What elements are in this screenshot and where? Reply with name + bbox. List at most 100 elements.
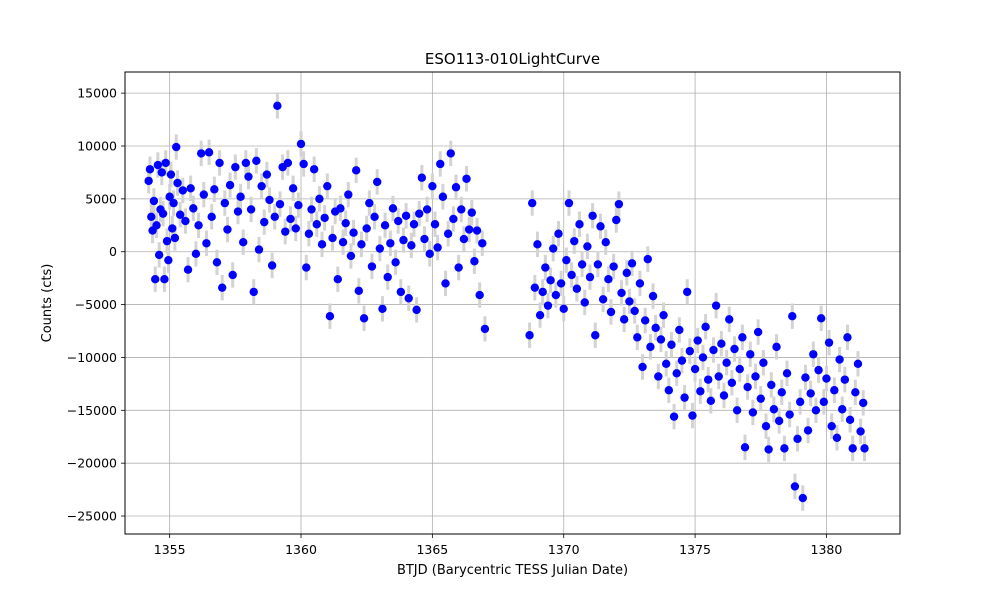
data-point xyxy=(740,443,750,452)
data-point xyxy=(404,294,413,303)
data-point xyxy=(428,181,437,191)
data-point xyxy=(627,259,637,268)
data-point xyxy=(859,398,868,408)
data-point xyxy=(777,388,786,397)
data-point xyxy=(832,433,842,442)
data-point xyxy=(417,173,427,182)
data-point xyxy=(669,412,679,421)
data-point xyxy=(535,310,545,320)
data-point xyxy=(711,301,721,310)
data-point xyxy=(175,210,185,219)
data-point xyxy=(233,207,243,216)
data-point xyxy=(727,378,737,388)
data-point xyxy=(422,205,432,214)
data-point xyxy=(341,218,350,228)
data-point xyxy=(575,220,584,229)
data-point xyxy=(323,181,332,191)
data-point xyxy=(525,331,534,340)
data-point xyxy=(704,375,713,384)
data-point xyxy=(795,397,805,407)
data-point xyxy=(443,229,453,238)
data-point xyxy=(617,288,626,298)
data-point xyxy=(801,373,810,382)
data-point xyxy=(178,186,187,195)
data-point xyxy=(738,333,747,342)
data-point xyxy=(239,238,248,247)
data-point xyxy=(304,229,314,238)
data-point xyxy=(528,198,537,208)
data-point xyxy=(646,342,655,352)
data-point xyxy=(591,331,600,340)
data-point xyxy=(830,386,839,395)
y-tick-label: −20000 xyxy=(67,456,117,471)
data-points xyxy=(144,101,869,503)
data-point xyxy=(383,272,392,282)
data-point xyxy=(793,434,802,444)
data-point xyxy=(806,389,815,398)
data-point xyxy=(325,312,335,321)
data-point xyxy=(336,204,345,213)
data-point xyxy=(690,364,700,374)
data-point xyxy=(782,369,792,378)
data-point xyxy=(367,262,377,271)
data-point xyxy=(286,214,295,224)
data-point xyxy=(583,242,592,251)
data-point xyxy=(161,158,170,168)
data-point xyxy=(351,166,361,175)
data-point xyxy=(223,225,232,234)
data-point xyxy=(840,375,850,384)
data-point xyxy=(719,391,729,400)
data-point xyxy=(735,364,744,374)
data-point xyxy=(294,201,303,210)
data-point xyxy=(774,416,784,426)
data-point xyxy=(149,196,159,206)
data-point xyxy=(475,290,484,300)
data-point xyxy=(638,362,647,372)
data-point xyxy=(848,444,857,453)
data-point xyxy=(228,270,237,280)
data-point xyxy=(162,236,172,246)
data-point xyxy=(291,224,300,233)
data-point xyxy=(412,305,421,315)
data-point xyxy=(380,221,390,230)
data-point xyxy=(630,306,639,316)
data-point xyxy=(165,192,174,201)
data-point xyxy=(761,421,771,431)
data-point xyxy=(160,275,169,284)
data-point xyxy=(714,372,723,381)
data-point xyxy=(606,307,616,317)
data-point xyxy=(598,295,608,304)
data-point xyxy=(577,260,587,269)
data-point xyxy=(449,214,458,224)
data-point xyxy=(451,183,461,192)
x-tick-label: 1365 xyxy=(416,542,448,557)
data-point xyxy=(467,208,476,217)
data-point xyxy=(170,233,180,243)
data-point xyxy=(246,205,256,214)
data-point xyxy=(191,249,201,259)
data-point xyxy=(677,356,687,365)
data-point xyxy=(207,212,216,222)
data-point xyxy=(685,346,695,356)
data-point xyxy=(640,316,650,325)
data-point xyxy=(772,342,781,352)
data-point xyxy=(309,165,319,174)
x-tick-label: 1375 xyxy=(679,542,711,557)
data-point xyxy=(725,315,734,324)
data-point xyxy=(788,312,797,321)
data-point xyxy=(220,198,230,208)
data-point xyxy=(664,386,674,395)
data-point xyxy=(151,275,160,284)
chart-title: ESO113-010LightCurve xyxy=(425,50,600,68)
data-point xyxy=(661,359,671,368)
x-tick-label: 1355 xyxy=(154,542,186,557)
data-point xyxy=(273,101,282,111)
data-point xyxy=(441,279,450,288)
data-point xyxy=(845,415,855,425)
data-point xyxy=(696,387,705,396)
data-point xyxy=(667,340,676,349)
data-point xyxy=(559,304,568,314)
y-tick-label: −5000 xyxy=(75,297,117,312)
data-point xyxy=(244,172,253,181)
